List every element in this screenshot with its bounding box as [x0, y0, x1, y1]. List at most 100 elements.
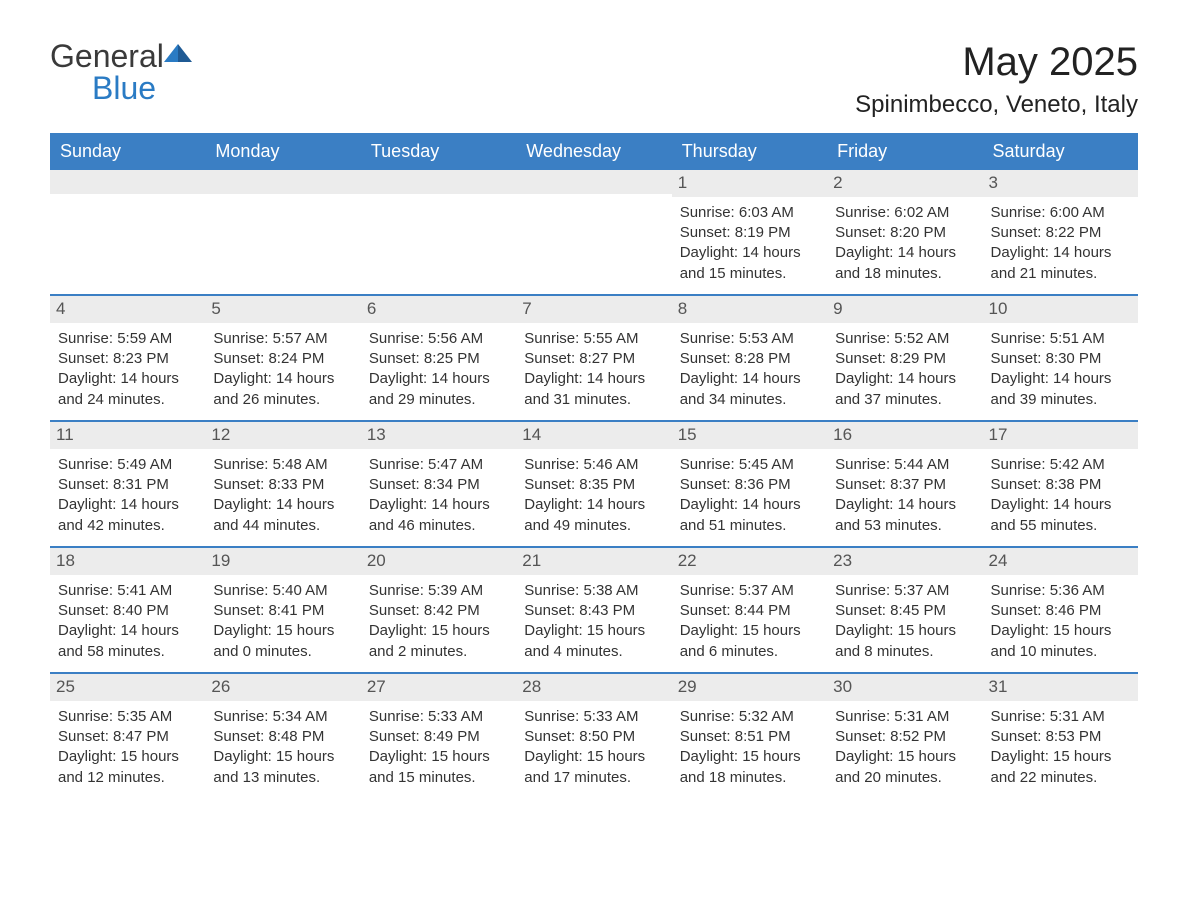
- daylight-line: Daylight: 15 hours and 13 minutes.: [213, 747, 352, 788]
- day-number: 7: [516, 296, 671, 323]
- day-number: [205, 170, 360, 194]
- sunset-line: Sunset: 8:22 PM: [991, 223, 1130, 243]
- calendar: SundayMondayTuesdayWednesdayThursdayFrid…: [50, 133, 1138, 798]
- daylight-line: Daylight: 14 hours and 15 minutes.: [680, 243, 819, 284]
- sunrise-line: Sunrise: 5:45 AM: [680, 455, 819, 475]
- sunrise-line: Sunrise: 5:38 AM: [524, 581, 663, 601]
- sunrise-line: Sunrise: 5:32 AM: [680, 707, 819, 727]
- sunset-line: Sunset: 8:34 PM: [369, 475, 508, 495]
- day-cell-empty: [205, 170, 360, 294]
- sunrise-line: Sunrise: 6:03 AM: [680, 203, 819, 223]
- day-details: Sunrise: 5:33 AMSunset: 8:49 PMDaylight:…: [369, 707, 508, 788]
- sunset-line: Sunset: 8:24 PM: [213, 349, 352, 369]
- page-header: General Blue May 2025 Spinimbecco, Venet…: [50, 40, 1138, 119]
- sunset-line: Sunset: 8:49 PM: [369, 727, 508, 747]
- sunset-line: Sunset: 8:35 PM: [524, 475, 663, 495]
- day-cell: 7 Sunrise: 5:55 AMSunset: 8:27 PMDaylight…: [516, 296, 671, 420]
- sunrise-line: Sunrise: 5:51 AM: [991, 329, 1130, 349]
- daylight-line: Daylight: 14 hours and 29 minutes.: [369, 369, 508, 410]
- sunset-line: Sunset: 8:51 PM: [680, 727, 819, 747]
- sunrise-line: Sunrise: 5:39 AM: [369, 581, 508, 601]
- day-details: Sunrise: 5:44 AMSunset: 8:37 PMDaylight:…: [835, 455, 974, 536]
- day-header-monday: Monday: [205, 133, 360, 170]
- day-cell: 17Sunrise: 5:42 AMSunset: 8:38 PMDayligh…: [983, 422, 1138, 546]
- daylight-line: Daylight: 15 hours and 10 minutes.: [991, 621, 1130, 662]
- day-number: 28: [516, 674, 671, 701]
- day-cell: 30 Sunrise: 5:31 AMSunset: 8:52 PMDayligh…: [827, 674, 982, 798]
- sunrise-line: Sunrise: 5:40 AM: [213, 581, 352, 601]
- sunrise-line: Sunrise: 5:37 AM: [680, 581, 819, 601]
- day-header-wednesday: Wednesday: [516, 133, 671, 170]
- day-details: Sunrise: 5:59 AMSunset: 8:23 PMDaylight:…: [58, 329, 197, 410]
- day-number: 9: [827, 296, 982, 323]
- week-row: 1Sunrise: 6:03 AMSunset: 8:19 PMDaylight…: [50, 170, 1138, 294]
- daylight-line: Daylight: 15 hours and 0 minutes.: [213, 621, 352, 662]
- day-number: 20: [361, 548, 516, 575]
- day-details: Sunrise: 5:42 AMSunset: 8:38 PMDaylight:…: [991, 455, 1130, 536]
- daylight-line: Daylight: 14 hours and 21 minutes.: [991, 243, 1130, 284]
- sunrise-line: Sunrise: 5:37 AM: [835, 581, 974, 601]
- day-details: Sunrise: 6:03 AMSunset: 8:19 PMDaylight:…: [680, 203, 819, 284]
- sunrise-line: Sunrise: 5:49 AM: [58, 455, 197, 475]
- day-cell: 21Sunrise: 5:38 AMSunset: 8:43 PMDayligh…: [516, 548, 671, 672]
- daylight-line: Daylight: 14 hours and 24 minutes.: [58, 369, 197, 410]
- day-details: Sunrise: 5:34 AMSunset: 8:48 PMDaylight:…: [213, 707, 352, 788]
- day-number: 4: [50, 296, 205, 323]
- daylight-line: Daylight: 15 hours and 22 minutes.: [991, 747, 1130, 788]
- daylight-line: Daylight: 14 hours and 37 minutes.: [835, 369, 974, 410]
- week-row: 11Sunrise: 5:49 AMSunset: 8:31 PMDayligh…: [50, 420, 1138, 546]
- sunrise-line: Sunrise: 5:31 AM: [991, 707, 1130, 727]
- day-cell-empty: [50, 170, 205, 294]
- day-cell: 2Sunrise: 6:02 AMSunset: 8:20 PMDaylight…: [827, 170, 982, 294]
- day-header-saturday: Saturday: [983, 133, 1138, 170]
- day-number: 30: [827, 674, 982, 701]
- day-number: 23: [827, 548, 982, 575]
- day-header-sunday: Sunday: [50, 133, 205, 170]
- day-details: Sunrise: 5:45 AMSunset: 8:36 PMDaylight:…: [680, 455, 819, 536]
- day-number: 22: [672, 548, 827, 575]
- daylight-line: Daylight: 15 hours and 2 minutes.: [369, 621, 508, 662]
- day-cell: 4 Sunrise: 5:59 AMSunset: 8:23 PMDaylight…: [50, 296, 205, 420]
- sunrise-line: Sunrise: 6:00 AM: [991, 203, 1130, 223]
- title-block: May 2025 Spinimbecco, Veneto, Italy: [855, 40, 1138, 119]
- day-details: Sunrise: 6:00 AMSunset: 8:22 PMDaylight:…: [991, 203, 1130, 284]
- sunset-line: Sunset: 8:48 PM: [213, 727, 352, 747]
- daylight-line: Daylight: 15 hours and 17 minutes.: [524, 747, 663, 788]
- day-details: Sunrise: 5:55 AMSunset: 8:27 PMDaylight:…: [524, 329, 663, 410]
- daylight-line: Daylight: 14 hours and 42 minutes.: [58, 495, 197, 536]
- day-number: 27: [361, 674, 516, 701]
- sunrise-line: Sunrise: 5:53 AM: [680, 329, 819, 349]
- day-number: 10: [983, 296, 1138, 323]
- day-details: Sunrise: 5:35 AMSunset: 8:47 PMDaylight:…: [58, 707, 197, 788]
- brand-text: General Blue: [50, 40, 192, 104]
- sunset-line: Sunset: 8:38 PM: [991, 475, 1130, 495]
- daylight-line: Daylight: 15 hours and 18 minutes.: [680, 747, 819, 788]
- day-number: 29: [672, 674, 827, 701]
- sunrise-line: Sunrise: 5:33 AM: [369, 707, 508, 727]
- day-details: Sunrise: 5:39 AMSunset: 8:42 PMDaylight:…: [369, 581, 508, 662]
- day-number: 8: [672, 296, 827, 323]
- day-header-tuesday: Tuesday: [361, 133, 516, 170]
- day-number: 2: [827, 170, 982, 197]
- day-number: 12: [205, 422, 360, 449]
- week-row: 25Sunrise: 5:35 AMSunset: 8:47 PMDayligh…: [50, 672, 1138, 798]
- daylight-line: Daylight: 14 hours and 49 minutes.: [524, 495, 663, 536]
- day-number: 19: [205, 548, 360, 575]
- day-details: Sunrise: 5:40 AMSunset: 8:41 PMDaylight:…: [213, 581, 352, 662]
- sunset-line: Sunset: 8:43 PM: [524, 601, 663, 621]
- day-number: 6: [361, 296, 516, 323]
- day-number: 26: [205, 674, 360, 701]
- sunset-line: Sunset: 8:25 PM: [369, 349, 508, 369]
- daylight-line: Daylight: 14 hours and 53 minutes.: [835, 495, 974, 536]
- day-details: Sunrise: 5:41 AMSunset: 8:40 PMDaylight:…: [58, 581, 197, 662]
- sunset-line: Sunset: 8:31 PM: [58, 475, 197, 495]
- sunrise-line: Sunrise: 5:31 AM: [835, 707, 974, 727]
- daylight-line: Daylight: 14 hours and 46 minutes.: [369, 495, 508, 536]
- daylight-line: Daylight: 14 hours and 58 minutes.: [58, 621, 197, 662]
- sunset-line: Sunset: 8:52 PM: [835, 727, 974, 747]
- sunset-line: Sunset: 8:40 PM: [58, 601, 197, 621]
- sunrise-line: Sunrise: 5:41 AM: [58, 581, 197, 601]
- day-cell: 26 Sunrise: 5:34 AMSunset: 8:48 PMDayligh…: [205, 674, 360, 798]
- daylight-line: Daylight: 15 hours and 20 minutes.: [835, 747, 974, 788]
- day-number: 24: [983, 548, 1138, 575]
